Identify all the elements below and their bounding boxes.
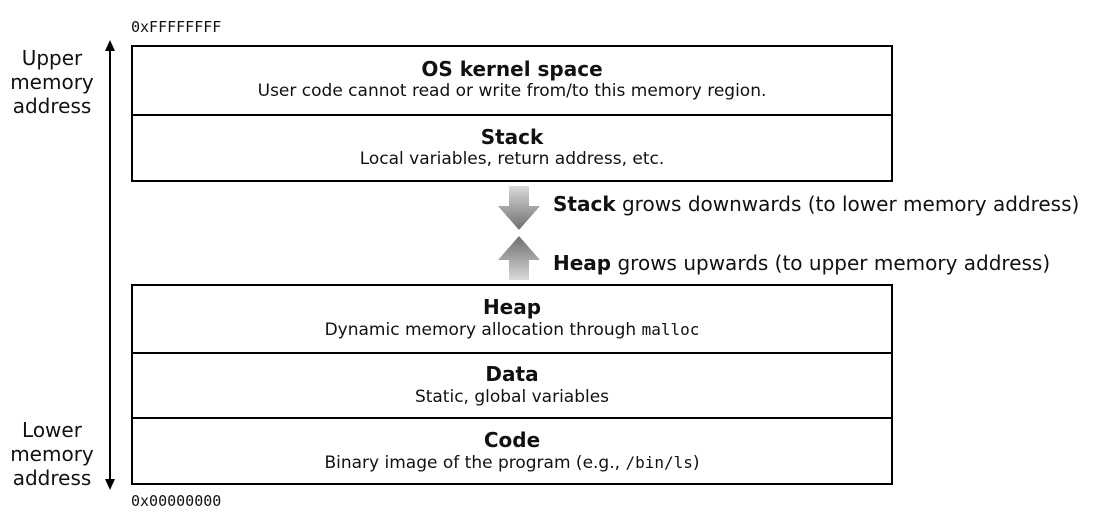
region-description: Binary image of the program (e.g., /bin/… [133, 452, 891, 474]
stack-growth-note: Stack grows downwards (to lower memory a… [553, 192, 1079, 216]
upper-label-line: address [12, 94, 92, 118]
lower-memory-address-label: Lower memory address [0, 418, 104, 490]
region-description: Dynamic memory allocation through malloc [133, 319, 891, 341]
lower-label-line: Lower [22, 418, 82, 442]
heap-growth-keyword: Heap [553, 251, 612, 275]
top-address-label: 0xFFFFFFFF [131, 18, 222, 36]
upper-label-line: Upper [21, 46, 83, 70]
heap-growth-note: Heap grows upwards (to upper memory addr… [553, 251, 1050, 275]
lower-label-line: address [12, 466, 92, 490]
region-title: Code [483, 427, 541, 452]
region-description: Static, global variables [133, 386, 891, 408]
region-data: Data Static, global variables [133, 351, 891, 418]
lower-label-line: memory [10, 442, 94, 466]
region-title: Data [485, 362, 539, 387]
region-title: Heap [482, 295, 542, 320]
description-text: Binary image of the program (e.g., [324, 452, 626, 473]
region-title: OS kernel space [421, 57, 603, 82]
description-text-after: ) [692, 452, 700, 473]
upper-memory-address-label: Upper memory address [0, 46, 104, 118]
region-heap: Heap Dynamic memory allocation through m… [133, 286, 891, 352]
stack-growth-keyword: Stack [553, 192, 616, 216]
region-title: Stack [480, 124, 544, 149]
lower-memory-block: Heap Dynamic memory allocation through m… [131, 284, 893, 485]
region-code: Code Binary image of the program (e.g., … [133, 417, 891, 483]
upper-label-line: memory [10, 70, 94, 94]
heap-grows-up-arrow-icon [498, 236, 540, 280]
region-os-kernel-space: OS kernel space User code cannot read or… [133, 47, 891, 114]
description-code: /bin/ls [625, 452, 693, 472]
upper-memory-block: OS kernel space User code cannot read or… [131, 45, 893, 182]
description-text: Static, global variables [414, 387, 610, 408]
heap-growth-text: grows upwards (to upper memory address) [611, 251, 1051, 275]
stack-grows-down-arrow-icon [498, 186, 540, 230]
bottom-address-label: 0x00000000 [131, 492, 222, 510]
region-description: Local variables, return address, etc. [359, 148, 665, 169]
description-code: malloc [641, 320, 700, 340]
region-description: User code cannot read or write from/to t… [257, 81, 767, 102]
description-text: Dynamic memory allocation through [324, 320, 642, 341]
stack-growth-text: grows downwards (to lower memory address… [615, 192, 1080, 216]
address-axis-arrow [105, 40, 115, 490]
region-stack: Stack Local variables, return address, e… [133, 113, 891, 181]
